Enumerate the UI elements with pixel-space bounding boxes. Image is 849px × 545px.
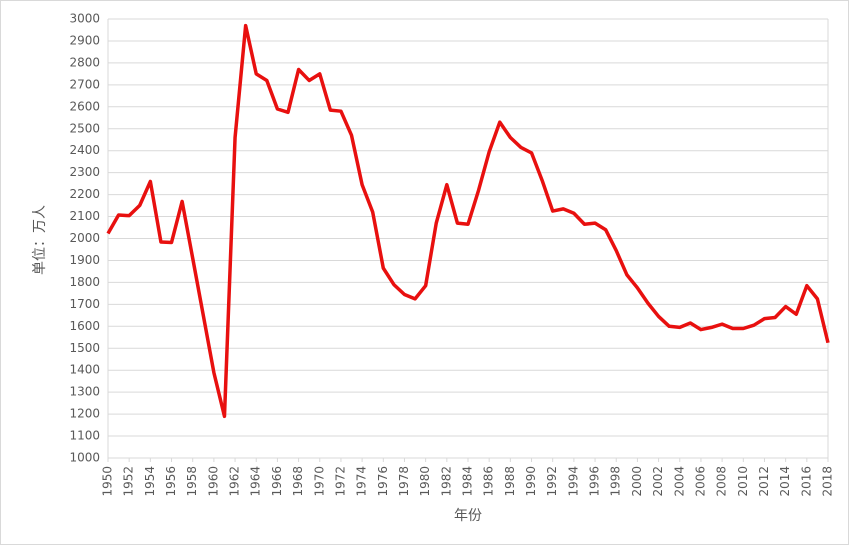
x-tick-label: 1984 [461,466,475,497]
x-tick-label: 1968 [291,466,305,497]
x-tick-label: 1988 [503,466,517,497]
y-tick-label: 2700 [69,77,100,91]
x-tick-label: 2012 [757,466,771,497]
x-tick-label: 1962 [228,466,242,497]
x-tick-label: 1982 [439,466,453,497]
y-tick-label: 2900 [69,33,100,47]
y-tick-label: 1400 [69,363,100,377]
x-tick-label: 1966 [270,466,284,497]
x-tick-label: 2000 [630,466,644,497]
y-tick-label: 2600 [69,99,100,113]
x-tick-label: 1958 [185,466,199,497]
x-tick-label: 1960 [206,466,220,497]
x-tick-label: 1956 [164,466,178,497]
y-tick-label: 1800 [69,275,100,289]
y-tick-label: 2300 [69,165,100,179]
y-tick-label: 1100 [69,429,100,443]
x-tick-label: 2014 [778,466,792,497]
y-tick-label: 2200 [69,187,100,201]
x-tick-label: 1964 [249,466,263,497]
y-tick-label: 2000 [69,231,100,245]
y-tick-label: 3000 [69,12,100,26]
y-tick-label: 2100 [69,209,100,223]
y-tick-label: 1900 [69,253,100,267]
y-tick-label: 1700 [69,297,100,311]
y-tick-label: 1500 [69,341,100,355]
x-tick-label: 1992 [545,466,559,497]
x-tick-label: 1978 [397,466,411,497]
y-tick-label: 1200 [69,407,100,421]
x-tick-label: 1998 [609,466,623,497]
x-axis-label: 年份 [454,508,482,524]
x-tick-label: 1950 [101,466,115,497]
x-tick-label: 2018 [821,466,835,497]
x-tick-label: 1990 [524,466,538,497]
x-tick-label: 2004 [672,466,686,497]
x-tick-label: 2008 [715,466,729,497]
x-tick-label: 1980 [418,466,432,497]
x-tick-label: 2010 [736,466,750,497]
x-tick-label: 2016 [799,466,813,497]
x-tick-label: 1952 [122,466,136,497]
x-tick-label: 2002 [651,466,665,497]
x-tick-label: 1972 [333,466,347,497]
x-tick-label: 1994 [566,466,580,497]
x-tick-label: 1954 [143,466,157,497]
y-tick-label: 1000 [69,451,100,465]
x-tick-label: 1976 [376,466,390,497]
y-axis-label: 单位：万人 [32,205,48,275]
x-tick-label: 1996 [588,466,602,497]
y-tick-label: 1600 [69,319,100,333]
y-tick-label: 2800 [69,55,100,69]
x-tick-label: 1986 [482,466,496,497]
x-tick-label: 1974 [355,466,369,497]
y-tick-label: 2500 [69,121,100,135]
y-tick-label: 1300 [69,385,100,399]
data-line [106,23,830,419]
x-tick-label: 2006 [693,466,707,497]
y-tick-label: 2400 [69,143,100,157]
x-tick-label: 1970 [312,466,326,497]
